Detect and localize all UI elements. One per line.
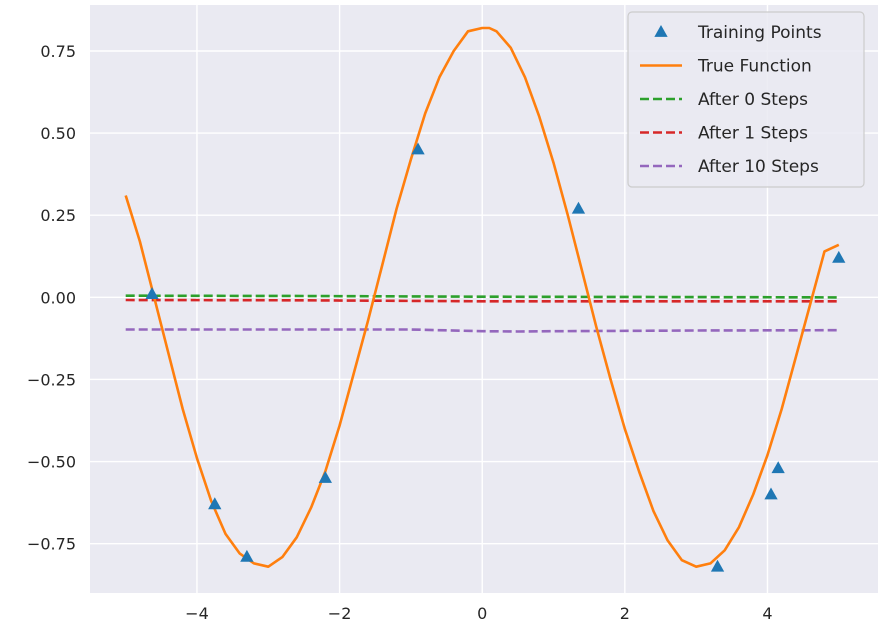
grid — [90, 5, 878, 593]
legend-box — [627, 11, 865, 188]
legend-entry: After 1 Steps — [640, 124, 808, 144]
x-tick-label: 2 — [620, 604, 630, 623]
legend-label: True Function — [697, 57, 812, 77]
legend-entry: After 10 Steps — [640, 157, 819, 177]
data-point — [764, 487, 778, 500]
series-after-1-steps — [125, 298, 839, 303]
series-layer — [124, 26, 846, 572]
series-training-points — [145, 142, 846, 572]
legend-swatch — [654, 25, 668, 37]
legend-entry: True Function — [640, 57, 812, 77]
data-point — [771, 461, 785, 474]
data-point — [571, 201, 586, 214]
y-tick-label: 0.75 — [40, 42, 76, 61]
series-line — [125, 298, 839, 303]
data-point — [240, 549, 254, 562]
series-after-10-steps — [125, 328, 839, 333]
y-tick-label: 0.00 — [40, 288, 76, 307]
data-point — [411, 142, 425, 155]
y-tick-label: −0.25 — [27, 370, 76, 389]
y-tick-label: −0.75 — [27, 535, 76, 554]
legend-label: After 10 Steps — [698, 157, 819, 177]
y-tick-label: 0.25 — [40, 206, 76, 225]
x-axis: −4 −2 0 2 4 — [185, 604, 772, 623]
legend: Training Points True Function After 0 Step… — [627, 11, 865, 188]
y-tick-label: 0.50 — [40, 124, 76, 143]
x-tick-label: −2 — [328, 604, 352, 623]
legend-entry: After 0 Steps — [640, 90, 808, 110]
data-point — [832, 250, 846, 263]
data-point — [208, 497, 222, 510]
y-axis: 0.75 0.50 0.25 0.00 −0.25 −0.50 −0.75 — [27, 42, 76, 554]
legend-label: After 0 Steps — [698, 90, 808, 110]
legend-label: Training Points — [697, 23, 822, 43]
series-after-0-steps — [125, 294, 839, 299]
data-point — [318, 471, 332, 483]
y-tick-label: −0.50 — [27, 453, 76, 472]
x-tick-label: 4 — [762, 604, 772, 623]
data-point — [145, 287, 159, 299]
series-line — [125, 294, 839, 299]
series-line — [125, 328, 839, 333]
legend-entry: Training Points — [654, 23, 822, 43]
x-tick-label: 0 — [477, 604, 487, 623]
legend-label: After 1 Steps — [698, 124, 808, 144]
x-tick-label: −4 — [185, 604, 209, 623]
data-point — [710, 559, 725, 572]
